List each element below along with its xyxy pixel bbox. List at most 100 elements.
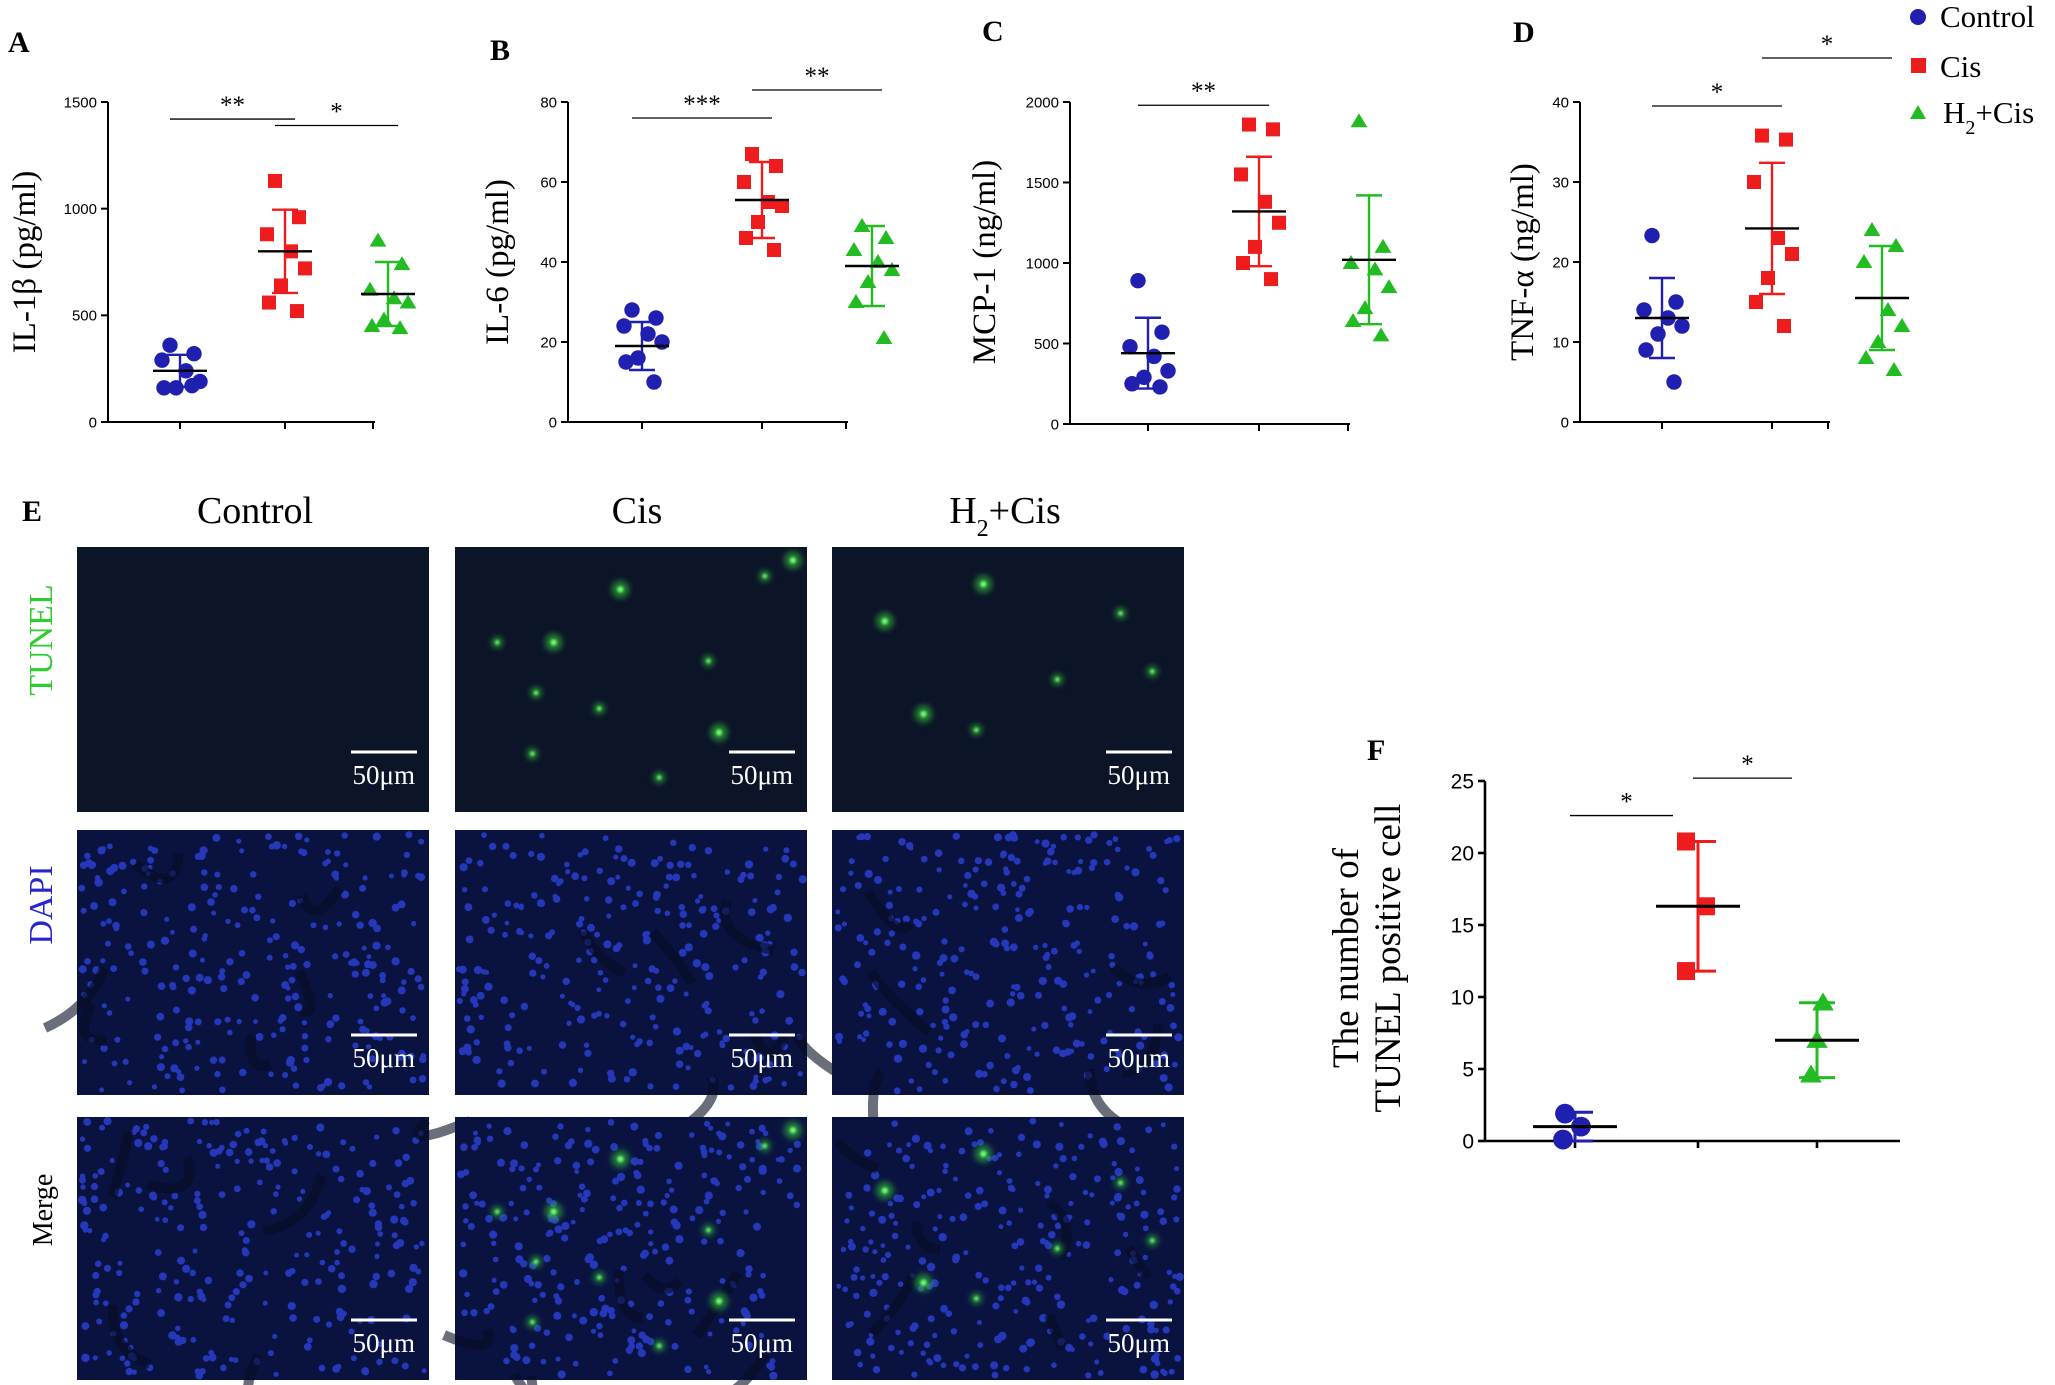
group-control-b — [615, 302, 670, 390]
nucleus — [326, 1020, 335, 1029]
nucleus — [649, 1014, 656, 1021]
nucleus — [331, 870, 340, 879]
nucleus — [150, 1193, 158, 1201]
nucleus — [1050, 843, 1057, 850]
nucleus — [80, 1184, 86, 1190]
nucleus — [381, 993, 387, 999]
nucleus — [1168, 1368, 1175, 1375]
nucleus — [128, 950, 135, 957]
nucleus — [905, 1244, 911, 1250]
nucleus — [489, 1230, 498, 1239]
nucleus — [566, 1020, 572, 1026]
nucleus — [783, 847, 790, 854]
nucleus — [625, 885, 631, 891]
nucleus — [478, 1200, 486, 1208]
tunel-positive-cell — [881, 618, 888, 625]
nucleus — [964, 1353, 970, 1359]
nucleus — [1045, 964, 1052, 970]
nucleus — [1032, 1140, 1041, 1149]
nucleus — [187, 903, 196, 912]
nucleus — [190, 1336, 197, 1343]
nucleus — [869, 1288, 878, 1297]
nucleus — [972, 866, 979, 873]
nucleus — [398, 1203, 405, 1210]
nucleus — [775, 873, 783, 881]
nucleus — [116, 1269, 123, 1277]
nucleus — [862, 1246, 869, 1253]
nucleus — [619, 1174, 625, 1181]
nucleus — [513, 902, 520, 909]
nucleus — [636, 890, 643, 898]
nucleus — [646, 1144, 653, 1152]
nucleus — [940, 1304, 948, 1313]
nucleus — [509, 1325, 515, 1331]
nucleus — [743, 1048, 749, 1055]
nucleus — [225, 1148, 234, 1157]
nucleus — [647, 1083, 654, 1090]
nucleus — [536, 852, 546, 861]
nucleus — [602, 977, 609, 983]
nucleus — [627, 1336, 636, 1345]
nucleus — [353, 1196, 361, 1204]
nucleus — [628, 1342, 635, 1350]
nucleus — [1004, 1053, 1011, 1059]
nucleus — [282, 1072, 289, 1079]
nucleus — [185, 1043, 192, 1051]
nucleus — [234, 1158, 240, 1165]
nucleus — [572, 1161, 581, 1170]
nucleus — [635, 1200, 642, 1206]
nucleus — [407, 1052, 415, 1060]
legend-label-h2cis-main: H — [1943, 95, 1965, 130]
nucleus — [1039, 1314, 1048, 1323]
nucleus — [576, 1015, 586, 1024]
nucleus — [78, 965, 87, 974]
data-point-h2cis — [1374, 238, 1392, 253]
nucleus — [885, 901, 894, 910]
legend-label-h2cis-sub: 2 — [1965, 117, 1975, 139]
nucleus — [679, 922, 686, 929]
nucleus — [92, 1291, 100, 1299]
nucleus — [229, 1140, 238, 1149]
nucleus — [1016, 992, 1025, 1000]
nucleus — [1161, 1370, 1168, 1377]
nucleus — [194, 1065, 200, 1071]
nucleus — [81, 1353, 90, 1363]
tubule-lumen — [107, 1304, 152, 1369]
nucleus — [1010, 881, 1017, 887]
nucleus — [1090, 968, 1096, 974]
data-point-cis — [737, 175, 751, 189]
nucleus — [608, 1312, 616, 1320]
nucleus — [642, 1137, 649, 1145]
y-tick-label-a: 1500 — [64, 94, 97, 111]
nucleus — [465, 857, 473, 864]
nucleus — [134, 1138, 143, 1148]
nucleus — [553, 1293, 560, 1300]
nucleus — [396, 1239, 405, 1247]
nucleus — [1159, 1074, 1168, 1082]
nucleus — [124, 1360, 131, 1367]
nucleus — [288, 899, 296, 908]
nucleus — [703, 1364, 709, 1370]
nucleus — [964, 1127, 973, 1136]
nucleus — [369, 1055, 377, 1063]
micrograph-dapi-col2: 50μm — [455, 830, 844, 1142]
nucleus — [409, 1076, 417, 1084]
nucleus — [119, 1355, 126, 1362]
nucleus — [581, 848, 589, 856]
nucleus — [888, 1212, 895, 1219]
nucleus — [214, 871, 221, 878]
nucleus — [297, 945, 305, 954]
nucleus — [418, 838, 425, 845]
tunel-positive-cell — [530, 751, 535, 756]
nucleus — [399, 1216, 408, 1225]
nucleus — [642, 936, 652, 945]
nucleus — [294, 832, 303, 841]
nucleus — [417, 983, 425, 991]
nucleus — [154, 1033, 162, 1041]
significance-label-b: *** — [683, 91, 721, 118]
nucleus — [689, 1215, 696, 1222]
nucleus — [864, 1149, 872, 1157]
nucleus — [895, 1329, 901, 1336]
nucleus — [520, 1002, 529, 1011]
nucleus — [315, 1151, 322, 1157]
